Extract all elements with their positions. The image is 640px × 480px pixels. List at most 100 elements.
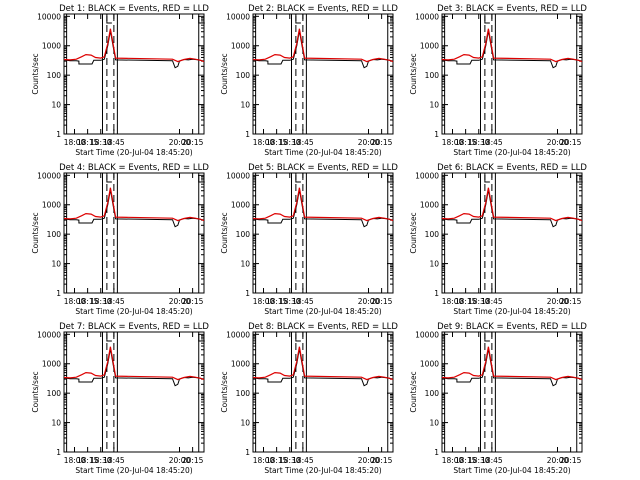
y-tick-label: 10000 bbox=[415, 330, 439, 339]
interval-bracket bbox=[295, 175, 301, 183]
interval-bracket bbox=[484, 334, 490, 342]
x-tick-label: 18:30 bbox=[90, 138, 112, 147]
y-tick-label: 100 bbox=[47, 389, 62, 398]
y-tick-label: 1000 bbox=[420, 201, 439, 210]
events-series-line bbox=[63, 30, 205, 69]
x-tick-label: 18:15 bbox=[455, 138, 477, 147]
plot-frame bbox=[252, 172, 394, 294]
x-axis-label: Start Time (20-Jul-04 18:45:20) bbox=[264, 307, 381, 316]
x-tick-label: 18:15 bbox=[266, 456, 288, 465]
x-tick-label: 18:30 bbox=[90, 456, 112, 465]
lld-series-line bbox=[252, 187, 394, 222]
x-tick-label: 20:15 bbox=[182, 297, 204, 306]
x-axis-label: Start Time (20-Jul-04 18:45:20) bbox=[75, 307, 192, 316]
x-axis-label: Start Time (20-Jul-04 18:45:20) bbox=[75, 148, 192, 157]
x-tick-label: 20:00 bbox=[169, 456, 191, 465]
y-tick-label: 10000 bbox=[415, 12, 439, 21]
events-series-line bbox=[252, 189, 394, 228]
y-axis-label: Counts/sec bbox=[220, 53, 229, 94]
x-tick-label: 20:15 bbox=[560, 297, 582, 306]
interval-bracket bbox=[576, 175, 583, 183]
x-tick-label: 20:00 bbox=[169, 138, 191, 147]
y-tick-label: 10000 bbox=[226, 171, 250, 180]
y-tick-label: 10000 bbox=[37, 12, 61, 21]
y-tick-label: 10000 bbox=[415, 171, 439, 180]
x-tick-label: 18:15 bbox=[77, 297, 99, 306]
chart-panel-2: Det 2: BLACK = Events, RED = LLD 1 10 100 10… bbox=[220, 4, 398, 157]
events-series-line bbox=[63, 189, 205, 228]
interval-bracket bbox=[198, 16, 205, 24]
plot-frame bbox=[441, 13, 583, 135]
y-axis-label: Counts/sec bbox=[31, 371, 40, 412]
x-tick-label: 18:30 bbox=[90, 297, 112, 306]
x-tick-label: 18:15 bbox=[77, 456, 99, 465]
chart-title: Det 3: BLACK = Events, RED = LLD bbox=[437, 4, 587, 14]
plot-frame bbox=[63, 172, 205, 294]
chart-title: Det 6: BLACK = Events, RED = LLD bbox=[437, 163, 587, 173]
x-tick-label: 18:45 bbox=[481, 297, 503, 306]
events-series-line bbox=[63, 348, 205, 387]
interval-bracket bbox=[576, 334, 583, 342]
x-tick-label: 18:45 bbox=[103, 138, 125, 147]
chart-panel-1: Det 1: BLACK = Events, RED = LLD 1 10 100 10… bbox=[31, 4, 209, 157]
x-tick-label: 18:15 bbox=[455, 297, 477, 306]
chart-panel-3: Det 3: BLACK = Events, RED = LLD 1 10 100 10… bbox=[409, 4, 587, 157]
interval-bracket bbox=[576, 16, 583, 24]
x-tick-label: 20:15 bbox=[560, 138, 582, 147]
chart-panel-9: Det 9: BLACK = Events, RED = LLD 1 10 100 10… bbox=[409, 322, 587, 475]
y-tick-label: 100 bbox=[236, 71, 251, 80]
y-tick-label: 1 bbox=[56, 289, 61, 298]
y-axis-label: Counts/sec bbox=[220, 371, 229, 412]
lld-series-line bbox=[63, 187, 205, 222]
x-tick-label: 18:15 bbox=[455, 456, 477, 465]
lld-series-line bbox=[441, 187, 583, 222]
plot-frame bbox=[252, 13, 394, 135]
interval-bracket bbox=[295, 334, 301, 342]
y-tick-label: 10 bbox=[240, 419, 250, 428]
x-axis-label: Start Time (20-Jul-04 18:45:20) bbox=[453, 307, 570, 316]
x-axis-label: Start Time (20-Jul-04 18:45:20) bbox=[264, 466, 381, 475]
x-tick-label: 18:30 bbox=[468, 456, 490, 465]
interval-bracket bbox=[198, 175, 205, 183]
y-axis-label: Counts/sec bbox=[409, 371, 418, 412]
x-tick-label: 20:00 bbox=[547, 456, 569, 465]
y-tick-label: 1 bbox=[245, 130, 250, 139]
x-tick-label: 20:00 bbox=[547, 297, 569, 306]
y-tick-label: 100 bbox=[425, 389, 440, 398]
y-axis-label: Counts/sec bbox=[409, 53, 418, 94]
x-tick-label: 18:45 bbox=[292, 456, 314, 465]
events-series-line bbox=[441, 30, 583, 69]
y-tick-label: 1000 bbox=[420, 360, 439, 369]
plot-frame bbox=[252, 331, 394, 453]
chart-panel-8: Det 8: BLACK = Events, RED = LLD 1 10 100 10… bbox=[220, 322, 398, 475]
x-tick-label: 18:30 bbox=[468, 297, 490, 306]
lld-series-line bbox=[252, 28, 394, 63]
x-tick-label: 20:15 bbox=[182, 456, 204, 465]
y-tick-label: 10 bbox=[429, 260, 439, 269]
interval-bracket bbox=[387, 16, 394, 24]
x-tick-label: 18:30 bbox=[279, 138, 301, 147]
x-tick-label: 20:15 bbox=[371, 138, 393, 147]
y-axis-label: Counts/sec bbox=[220, 212, 229, 253]
y-axis-label: Counts/sec bbox=[31, 212, 40, 253]
y-tick-label: 1 bbox=[56, 448, 61, 457]
y-tick-label: 100 bbox=[425, 71, 440, 80]
y-tick-label: 10 bbox=[51, 260, 61, 269]
interval-bracket bbox=[295, 16, 301, 24]
interval-bracket bbox=[387, 334, 394, 342]
y-tick-label: 1 bbox=[434, 130, 439, 139]
x-tick-label: 18:45 bbox=[103, 297, 125, 306]
chart-title: Det 2: BLACK = Events, RED = LLD bbox=[248, 4, 398, 14]
events-series-line bbox=[252, 348, 394, 387]
x-tick-label: 20:00 bbox=[358, 456, 380, 465]
y-tick-label: 100 bbox=[425, 230, 440, 239]
chart-title: Det 1: BLACK = Events, RED = LLD bbox=[59, 4, 209, 14]
chart-title: Det 5: BLACK = Events, RED = LLD bbox=[248, 163, 398, 173]
plot-frame bbox=[63, 13, 205, 135]
y-tick-label: 100 bbox=[47, 230, 62, 239]
y-axis-label: Counts/sec bbox=[31, 53, 40, 94]
x-tick-label: 18:00 bbox=[442, 138, 464, 147]
interval-bracket bbox=[106, 16, 112, 24]
x-tick-label: 18:00 bbox=[442, 297, 464, 306]
x-tick-label: 18:00 bbox=[64, 297, 86, 306]
